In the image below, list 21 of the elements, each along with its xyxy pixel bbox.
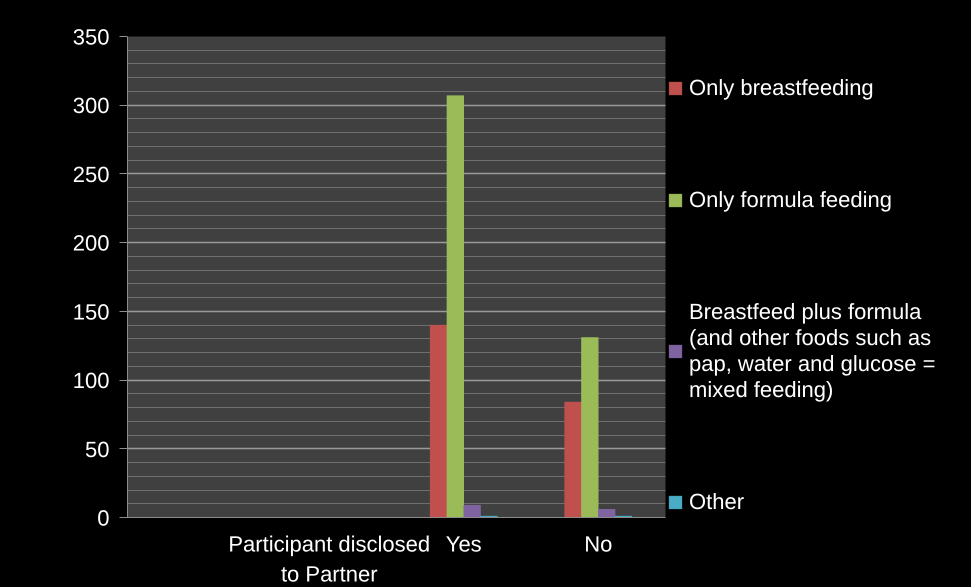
x-tick-label: No	[584, 532, 612, 556]
y-tick-label: 200	[72, 230, 110, 256]
x-tick-label: Yes	[446, 532, 482, 556]
y-tick-label: 250	[72, 162, 110, 187]
y-tick-label: 50	[85, 436, 110, 462]
y-tick-label: 300	[72, 93, 110, 118]
y-tick-label: 350	[72, 24, 110, 50]
y-tick-label: 0	[97, 506, 110, 530]
legend-label: Breastfeed plus formula (and other foods such as pap, water and glucose = mixed feeding)	[689, 299, 936, 403]
bar	[598, 509, 616, 518]
bar	[464, 504, 481, 518]
y-tick-label: 100	[72, 368, 110, 394]
y-tick-label: 150	[72, 299, 110, 324]
bar	[564, 402, 582, 518]
bar	[430, 324, 448, 518]
x-tick-label: Participant disclosed to Partner	[228, 532, 430, 586]
legend-label: Only formula feeding	[689, 187, 892, 213]
bar	[581, 337, 598, 518]
bar	[446, 95, 464, 518]
legend-label: Only breastfeeding	[689, 75, 874, 101]
legend-label: Other	[689, 489, 744, 515]
